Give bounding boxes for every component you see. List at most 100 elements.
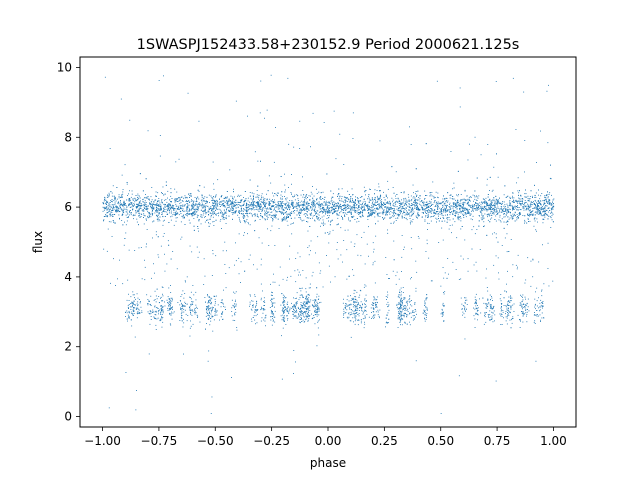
data-point [478, 225, 480, 227]
data-point [541, 215, 543, 217]
data-point [398, 203, 400, 204]
data-point [170, 216, 172, 218]
data-point [249, 212, 251, 214]
data-point [385, 211, 387, 213]
data-point [550, 216, 551, 218]
data-point [533, 218, 535, 220]
data-point [358, 207, 359, 209]
data-point [410, 210, 412, 212]
data-point [537, 200, 539, 202]
data-point [229, 204, 231, 205]
data-point [121, 194, 123, 196]
data-point [333, 206, 335, 208]
data-point [379, 200, 381, 202]
data-point [349, 205, 351, 207]
data-point [348, 211, 350, 213]
data-point [189, 202, 190, 203]
data-point [468, 209, 470, 210]
data-point [436, 206, 438, 207]
data-point [312, 201, 314, 202]
data-point [546, 205, 548, 207]
data-point [135, 212, 137, 214]
data-point [510, 212, 511, 214]
data-point [519, 209, 521, 210]
data-point [137, 193, 139, 195]
data-point [126, 216, 128, 218]
data-point [390, 208, 392, 210]
data-point [345, 200, 347, 202]
data-point [210, 206, 212, 208]
data-point [342, 205, 343, 206]
data-point [223, 200, 225, 202]
data-point [491, 201, 493, 203]
data-point [444, 203, 446, 205]
data-point [528, 206, 530, 207]
data-point [257, 216, 259, 218]
data-point [527, 214, 529, 216]
data-point [122, 189, 124, 190]
data-point [115, 210, 117, 212]
data-point [220, 219, 222, 220]
data-point [480, 217, 482, 219]
data-point [238, 210, 240, 212]
data-point [239, 195, 240, 197]
data-point [500, 202, 502, 204]
data-point [329, 210, 330, 212]
data-point [302, 196, 304, 198]
data-point [281, 201, 283, 203]
data-point [167, 190, 169, 192]
data-point [532, 213, 534, 215]
data-point [434, 209, 436, 210]
data-point [379, 216, 381, 217]
data-point [229, 210, 231, 212]
data-point [259, 219, 261, 220]
data-point [151, 187, 153, 188]
data-point [121, 195, 123, 197]
data-point [137, 210, 139, 212]
data-point [125, 214, 127, 216]
data-point [189, 210, 190, 212]
data-point [247, 197, 249, 199]
data-point [383, 211, 385, 213]
data-point [377, 215, 379, 217]
data-point [431, 195, 433, 197]
data-point [222, 203, 224, 204]
data-point [307, 211, 308, 213]
data-point [425, 204, 427, 205]
data-point [385, 214, 387, 216]
data-point [191, 200, 193, 202]
data-point [469, 214, 471, 216]
data-point [161, 201, 163, 203]
data-point [197, 189, 199, 191]
data-point [536, 202, 537, 204]
data-point [405, 203, 406, 204]
data-point [441, 213, 443, 215]
data-point [349, 200, 351, 202]
data-point [322, 204, 324, 206]
data-point [264, 205, 266, 207]
data-point [478, 215, 480, 216]
data-point [539, 211, 540, 213]
data-point [475, 199, 477, 201]
data-point [260, 200, 262, 202]
data-point [425, 215, 427, 216]
data-point [537, 203, 539, 204]
data-point [172, 206, 174, 208]
data-point [157, 211, 159, 213]
data-point [479, 249, 481, 250]
data-point [137, 198, 139, 200]
data-point [356, 204, 358, 206]
data-point [367, 219, 369, 220]
data-point [127, 213, 129, 215]
data-point [276, 192, 278, 194]
data-point [138, 224, 139, 226]
data-point [432, 210, 434, 212]
data-point [223, 214, 225, 215]
data-point [119, 207, 121, 209]
data-point [487, 194, 489, 195]
data-point [456, 201, 458, 203]
data-point [106, 216, 108, 218]
data-point [539, 213, 541, 214]
data-point [158, 206, 160, 207]
data-point [383, 219, 384, 220]
